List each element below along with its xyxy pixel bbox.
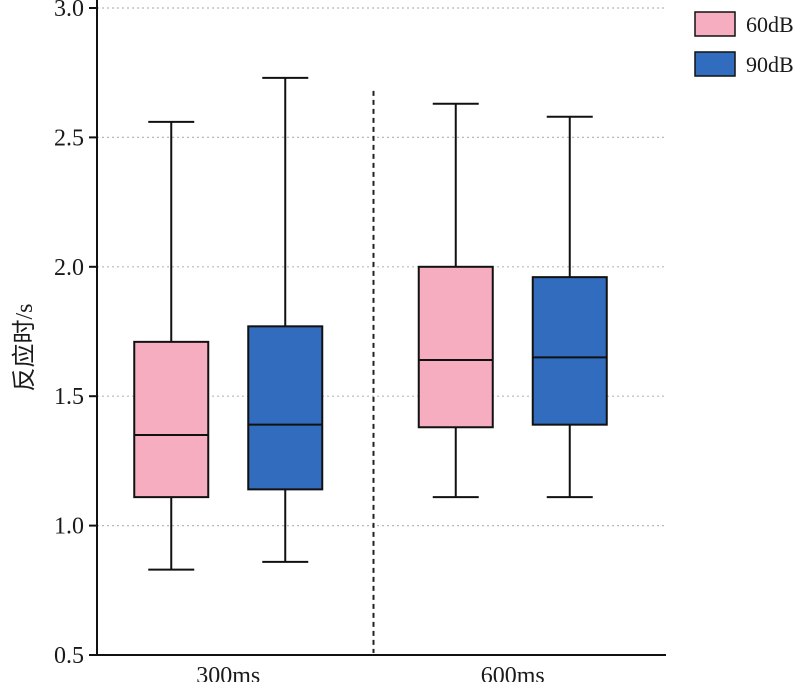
y-tick-label: 2.5 — [54, 125, 84, 151]
box-iqr — [531, 276, 608, 426]
legend-swatch-60dB — [694, 11, 736, 37]
legend: 60dB 90dB — [694, 11, 794, 77]
box-iqr — [417, 265, 494, 429]
x-tick-label: 600ms — [481, 663, 545, 682]
legend-swatch-90dB — [694, 51, 736, 77]
box-90dB-300ms — [247, 76, 324, 563]
box-60dB-600ms — [417, 102, 494, 499]
x-tick-label: 300ms — [196, 663, 260, 682]
y-axis-label: 反应时/s — [11, 303, 38, 391]
y-tick-label: 1.5 — [54, 384, 84, 410]
box-90dB-600ms — [531, 115, 608, 499]
box-plots — [133, 76, 608, 571]
box-60dB-300ms — [133, 120, 210, 571]
y-tick-label: 0.5 — [54, 643, 84, 669]
y-tick-label: 3.0 — [54, 0, 84, 22]
y-tick-label: 2.0 — [54, 255, 84, 281]
legend-label-60dB: 60dB — [746, 12, 794, 37]
legend-label-90dB: 90dB — [746, 52, 794, 77]
box-iqr — [247, 325, 324, 491]
y-tick-label: 1.0 — [54, 514, 84, 540]
box-iqr — [133, 340, 210, 499]
